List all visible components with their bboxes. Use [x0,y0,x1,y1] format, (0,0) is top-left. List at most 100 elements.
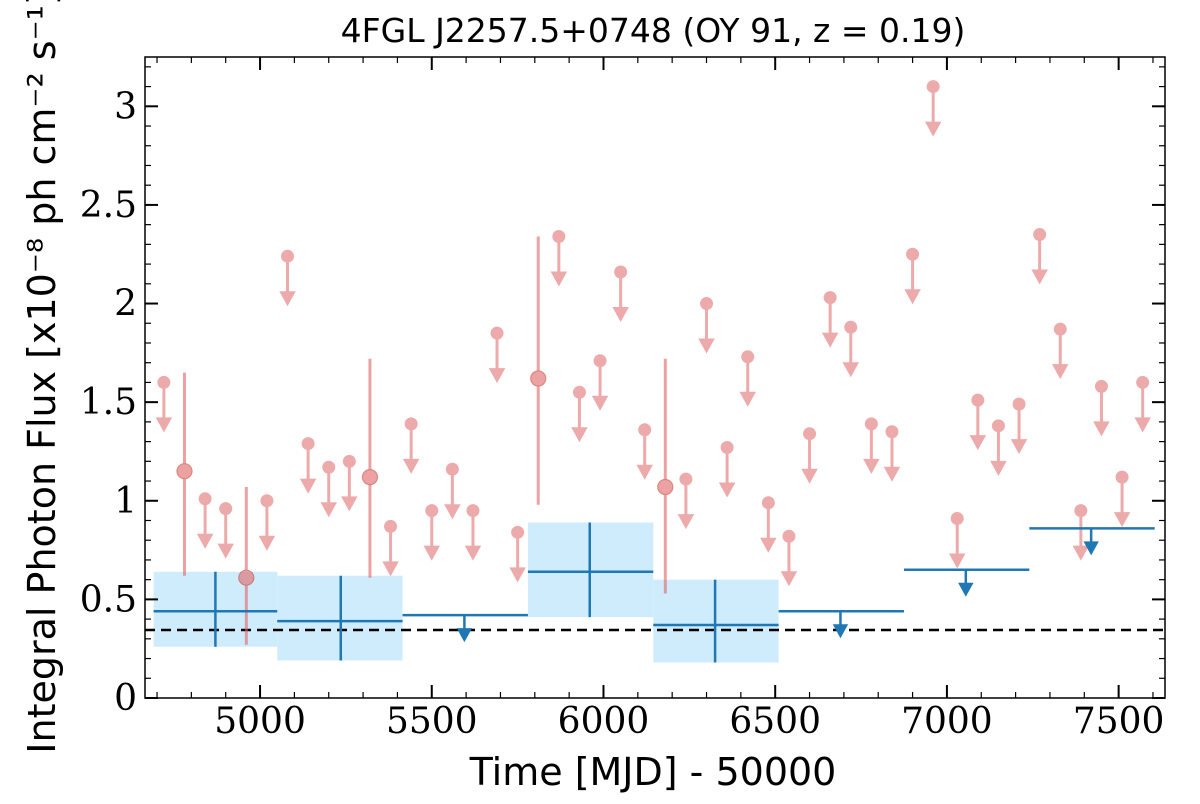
fine-upper-limit-6 [299,437,317,494]
fine-upper-limit-marker-6 [301,437,315,451]
fine-upper-limit-41 [1093,379,1110,437]
fine-upper-limit-arrow-35-head [969,435,987,451]
fine-upper-limit-33 [924,80,942,137]
fine-upper-limit-marker-8 [342,454,356,468]
fine-upper-limit-9 [382,519,399,577]
fine-upper-limit-arrow-42-head [1113,512,1131,528]
fine-upper-limit-marker-36 [991,419,1005,433]
fine-upper-limit-arrow-33-head [924,121,942,137]
fine-upper-limit-18 [591,354,609,411]
plot-frame [144,56,1166,699]
fine-upper-limit-marker-21 [679,472,693,486]
fine-upper-limit-arrow-26-head [780,571,798,587]
fine-upper-limit-marker-25 [761,496,775,510]
fine-upper-limit-arrow-23-head [718,482,736,498]
fine-upper-limit-marker-43 [1136,375,1150,389]
fine-upper-limit-marker-31 [885,425,899,439]
fine-upper-limit-marker-28 [823,291,837,305]
fine-upper-limit-arrow-22-head [698,338,715,354]
fine-detection-1 [176,372,193,576]
fine-upper-limit-43 [1134,375,1151,433]
fine-upper-limit-37 [1010,397,1028,455]
fine-detection-marker-5 [657,478,674,496]
fine-upper-limit-8 [341,454,358,512]
coarse-bin-series [153,522,1155,663]
fine-detection-2 [238,486,255,645]
fine-upper-limit-marker-39 [1053,322,1067,336]
fine-upper-limit-marker-19 [614,265,628,279]
fine-upper-limit-arrow-31-head [883,466,901,482]
fine-detection-marker-2 [238,569,255,586]
x-tick-label-6000: 6000 [558,701,650,742]
coarse-upper-limit-arrow-4-head [1083,541,1099,556]
fine-upper-limit-32 [904,247,921,305]
fine-upper-limit-arrow-5-head [279,291,296,307]
fine-upper-limit-23 [718,441,736,498]
y-tick-label-4: 2 [114,284,137,325]
chart-title: 4FGL J2257.5+0748 (OY 91, z = 0.19) [341,11,966,50]
x-tick-label-5500: 5500 [386,701,478,742]
fine-upper-limit-24 [739,350,756,407]
fine-upper-limit-marker-27 [803,427,817,441]
fine-upper-limit-15 [509,525,526,583]
fine-upper-limit-22 [698,297,715,354]
y-tick-label-0: 0 [114,678,137,719]
fine-upper-limit-5 [279,249,296,307]
fine-upper-limit-arrow-34-head [948,553,966,569]
fine-upper-limit-14 [488,326,506,384]
fine-upper-limit-30 [863,417,880,474]
y-axis-label: Integral Photon Flux [x10⁻⁸ ph cm⁻² s⁻¹] [20,0,64,754]
fine-upper-limit-marker-18 [593,354,607,368]
fine-upper-limit-4 [258,494,276,551]
fine-upper-limit-marker-17 [572,385,586,399]
fine-upper-limit-36 [990,419,1007,476]
fine-upper-limit-marker-9 [384,519,398,533]
fine-upper-limit-12 [444,462,461,520]
fine-detection-5 [657,358,674,594]
fine-upper-limit-marker-23 [720,441,734,455]
fine-upper-limit-marker-33 [926,80,940,94]
fine-upper-limit-17 [571,385,588,443]
fine-upper-limit-marker-15 [511,525,525,539]
fine-upper-limit-arrow-32-head [904,289,921,305]
fine-upper-limit-arrow-9-head [382,561,399,577]
fine-detection-marker-3 [361,469,379,486]
fine-upper-limit-arrow-28-head [821,332,839,348]
fine-upper-limit-marker-2 [198,492,212,506]
y-tick-label-2: 1 [114,481,137,522]
fine-upper-limit-16 [550,229,568,287]
fine-upper-limit-10 [402,417,420,474]
fine-upper-limit-1 [155,375,173,433]
fine-upper-limit-arrow-27-head [801,468,818,484]
x-tick-label-7000: 7000 [901,701,993,742]
fine-upper-limit-13 [464,504,482,561]
x-axis-label: Time [MJD] - 50000 [469,750,837,794]
fine-upper-limit-marker-12 [445,462,459,476]
fine-upper-limit-marker-29 [844,320,858,334]
fine-upper-limit-marker-22 [700,297,714,311]
fine-upper-limit-marker-34 [950,512,964,526]
fine-upper-limit-21 [677,472,695,530]
fine-upper-limit-arrow-16-head [550,271,568,287]
fine-upper-limit-arrow-41-head [1093,421,1110,437]
fine-bin-series [155,80,1151,645]
fine-upper-limit-arrow-8-head [341,496,358,512]
y-tick-label-6: 3 [114,86,137,127]
fine-upper-limit-2 [196,492,214,549]
y-tick-label-5: 2.5 [80,185,137,226]
fine-upper-limit-arrow-38-head [1031,269,1048,285]
fine-detection-marker-1 [176,463,193,480]
fine-upper-limit-marker-24 [741,350,755,364]
fine-upper-limit-arrow-10-head [402,458,420,474]
fine-upper-limit-arrow-4-head [258,535,276,551]
fine-upper-limit-arrow-12-head [444,504,461,520]
fine-upper-limit-marker-37 [1012,397,1026,411]
fine-upper-limit-arrow-25-head [760,537,777,553]
fine-upper-limit-20 [636,423,653,480]
fine-upper-limit-3 [217,502,234,559]
fine-upper-limit-marker-5 [281,249,295,263]
fine-upper-limit-marker-10 [404,417,418,431]
fine-upper-limit-38 [1031,228,1048,285]
fine-upper-limit-arrow-36-head [990,460,1007,476]
